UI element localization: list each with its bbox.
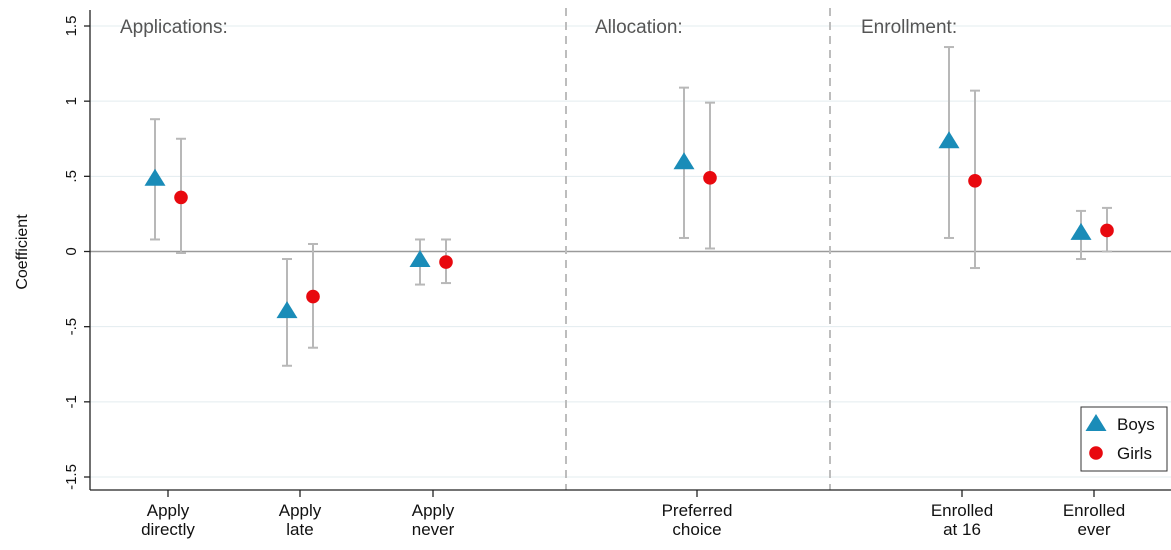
y-tick-label: .5 [63, 170, 80, 183]
x-tick-label: Enrolled ever [1063, 501, 1125, 539]
boys-point [409, 249, 431, 267]
y-tick-label: -1 [63, 395, 80, 408]
boys-point [938, 131, 960, 149]
boys-point [144, 168, 166, 186]
point-estimates [144, 131, 1114, 319]
girls-point [1100, 223, 1114, 238]
section-label: Allocation: [595, 17, 683, 38]
y-axis-title: Coefficient [14, 214, 31, 290]
y-tick-label: -1.5 [63, 464, 80, 490]
legend-label: Girls [1117, 444, 1152, 463]
section-dividers [565, 8, 831, 490]
category-labels: Apply directly Apply late Apply never Preferre… [141, 490, 1125, 539]
x-tick-label: Enrolled at 16 [931, 501, 993, 539]
boys-point [1070, 222, 1092, 240]
x-tick-label: Apply late [279, 501, 322, 539]
girls-point [968, 174, 982, 188]
legend-girls-marker [1089, 446, 1103, 460]
gridlines [90, 25, 1171, 478]
x-tick-label: Apply directly [141, 501, 195, 539]
section-label: Enrollment: [861, 17, 957, 38]
section-labels: Applications: Allocation: Enrollment: [120, 17, 957, 38]
girls-point [439, 255, 453, 269]
x-tick-label: Apply never [412, 501, 455, 539]
x-tick-label: Preferred choice [662, 501, 733, 539]
legend-label: Boys [1117, 415, 1155, 434]
y-tick-label: -.5 [63, 318, 80, 336]
legend-boys-marker [1085, 414, 1107, 431]
girls-point [174, 190, 188, 205]
y-tick-label: 1 [63, 97, 80, 105]
boys-point [673, 152, 695, 170]
girls-point [306, 289, 320, 304]
section-label: Applications: [120, 17, 228, 38]
axes: -1.5 -1 -.5 0 .5 1 1.5 Coefficient [14, 10, 1171, 491]
y-tick-label: 0 [63, 247, 80, 255]
legend: Boys Girls [1080, 406, 1168, 472]
girls-point [703, 171, 717, 185]
boys-point [276, 301, 298, 319]
y-tick-label: 1.5 [63, 16, 80, 37]
